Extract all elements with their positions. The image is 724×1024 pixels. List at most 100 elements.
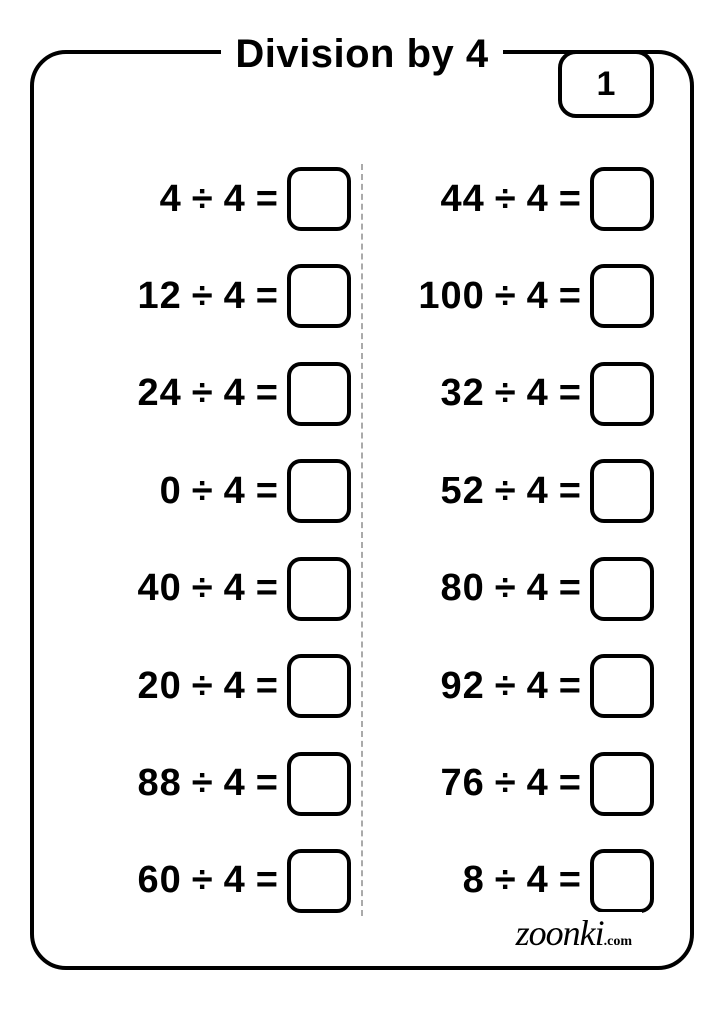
expression: 52÷4= [415, 470, 590, 513]
column-divider [361, 164, 363, 916]
dividend: 32 [415, 372, 485, 415]
divisor: 4 [224, 567, 246, 610]
divisor: 4 [224, 859, 246, 902]
answer-box[interactable] [590, 654, 654, 718]
problem-row: 80÷4= [367, 544, 660, 634]
operator: ÷ [485, 470, 527, 513]
problem-row: 40÷4= [64, 544, 357, 634]
expression: 8÷4= [415, 859, 590, 902]
equals-sign: = [549, 275, 590, 318]
expression: 44÷4= [415, 178, 590, 221]
divisor: 4 [224, 178, 246, 221]
dividend: 52 [415, 470, 485, 513]
answer-box[interactable] [287, 752, 351, 816]
answer-box[interactable] [287, 362, 351, 426]
operator: ÷ [485, 567, 527, 610]
divisor: 4 [527, 275, 549, 318]
equals-sign: = [549, 859, 590, 902]
problem-row: 60÷4= [64, 836, 357, 926]
divisor: 4 [527, 178, 549, 221]
equals-sign: = [246, 275, 287, 318]
expression: 88÷4= [112, 762, 287, 805]
dividend: 20 [112, 665, 182, 708]
divisor: 4 [224, 275, 246, 318]
operator: ÷ [182, 567, 224, 610]
problem-row: 76÷4= [367, 739, 660, 829]
answer-box[interactable] [287, 849, 351, 913]
answer-box[interactable] [287, 654, 351, 718]
answer-box[interactable] [287, 557, 351, 621]
operator: ÷ [485, 762, 527, 805]
equals-sign: = [549, 372, 590, 415]
dividend: 60 [112, 859, 182, 902]
problem-row: 4÷4= [64, 154, 357, 244]
expression: 60÷4= [112, 859, 287, 902]
answer-box[interactable] [287, 167, 351, 231]
operator: ÷ [182, 470, 224, 513]
expression: 32÷4= [415, 372, 590, 415]
worksheet-frame: Division by 4 1 4÷4=12÷4=24÷4=0÷4=40÷4=2… [30, 50, 694, 970]
divisor: 4 [224, 665, 246, 708]
operator: ÷ [485, 859, 527, 902]
answer-box[interactable] [590, 264, 654, 328]
dividend: 12 [112, 275, 182, 318]
dividend: 44 [415, 178, 485, 221]
operator: ÷ [182, 372, 224, 415]
equals-sign: = [246, 567, 287, 610]
equals-sign: = [246, 372, 287, 415]
divisor: 4 [224, 372, 246, 415]
expression: 80÷4= [415, 567, 590, 610]
problem-row: 32÷4= [367, 349, 660, 439]
dividend: 80 [415, 567, 485, 610]
expression: 4÷4= [112, 178, 287, 221]
answer-box[interactable] [590, 459, 654, 523]
problem-row: 88÷4= [64, 739, 357, 829]
equals-sign: = [246, 665, 287, 708]
dividend: 0 [112, 470, 182, 513]
equals-sign: = [549, 470, 590, 513]
operator: ÷ [182, 665, 224, 708]
brand-footer: zoonki.com [506, 912, 642, 954]
divisor: 4 [527, 372, 549, 415]
answer-box[interactable] [590, 557, 654, 621]
answer-box[interactable] [590, 849, 654, 913]
brand-name: zoonki [516, 913, 604, 953]
dividend: 88 [112, 762, 182, 805]
operator: ÷ [485, 665, 527, 708]
operator: ÷ [182, 275, 224, 318]
answer-box[interactable] [590, 752, 654, 816]
problem-row: 12÷4= [64, 251, 357, 341]
divisor: 4 [527, 762, 549, 805]
problem-row: 92÷4= [367, 641, 660, 731]
expression: 100÷4= [415, 275, 590, 318]
divisor: 4 [527, 665, 549, 708]
dividend: 40 [112, 567, 182, 610]
expression: 24÷4= [112, 372, 287, 415]
divisor: 4 [527, 859, 549, 902]
expression: 12÷4= [112, 275, 287, 318]
problem-row: 0÷4= [64, 446, 357, 536]
answer-box[interactable] [287, 459, 351, 523]
divisor: 4 [224, 762, 246, 805]
operator: ÷ [182, 859, 224, 902]
expression: 0÷4= [112, 470, 287, 513]
equals-sign: = [246, 470, 287, 513]
equals-sign: = [246, 178, 287, 221]
column-right: 44÷4=100÷4=32÷4=52÷4=80÷4=92÷4=76÷4=8÷4= [367, 154, 660, 926]
dividend: 8 [415, 859, 485, 902]
expression: 20÷4= [112, 665, 287, 708]
equals-sign: = [246, 859, 287, 902]
problems-grid: 4÷4=12÷4=24÷4=0÷4=40÷4=20÷4=88÷4=60÷4= 4… [64, 154, 660, 926]
equals-sign: = [246, 762, 287, 805]
column-left: 4÷4=12÷4=24÷4=0÷4=40÷4=20÷4=88÷4=60÷4= [64, 154, 357, 926]
answer-box[interactable] [287, 264, 351, 328]
operator: ÷ [182, 762, 224, 805]
answer-box[interactable] [590, 167, 654, 231]
dividend: 100 [415, 275, 485, 318]
worksheet-title: Division by 4 [221, 32, 502, 77]
expression: 40÷4= [112, 567, 287, 610]
answer-box[interactable] [590, 362, 654, 426]
problem-row: 24÷4= [64, 349, 357, 439]
expression: 76÷4= [415, 762, 590, 805]
equals-sign: = [549, 178, 590, 221]
